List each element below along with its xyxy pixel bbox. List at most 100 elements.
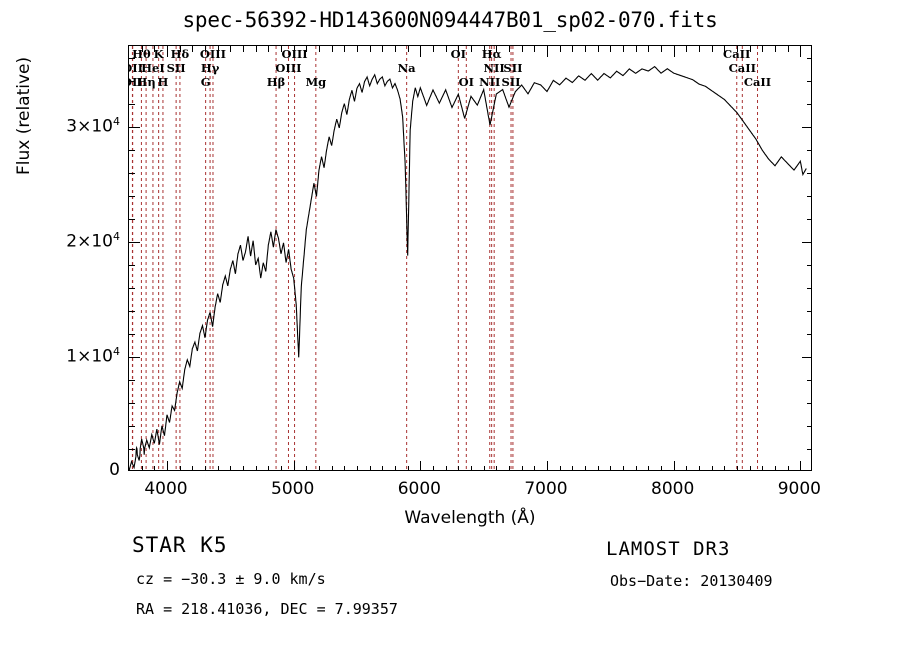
x-minor-tick: [344, 466, 346, 470]
spectrum-trace: [129, 65, 807, 470]
x-minor-tick: [775, 466, 776, 470]
x-minor-tick: [572, 466, 574, 470]
line-id-label: G: [200, 75, 211, 89]
y-minor-tick: [129, 425, 135, 427]
x-minor-tick-top: [217, 46, 219, 52]
plot-canvas: [129, 46, 811, 470]
line-id-label: CaII: [728, 61, 756, 75]
x-minor-tick-top: [509, 46, 510, 52]
y-minor-tick: [129, 57, 135, 59]
line-id-label: Mg: [305, 75, 327, 89]
line-id-label: Hη: [136, 75, 156, 89]
x-minor-tick: [737, 466, 738, 470]
x-minor-tick: [268, 466, 270, 470]
y-minor-tick: [129, 379, 135, 381]
y-minor-tick-right: [807, 149, 811, 151]
x-minor-tick: [205, 466, 206, 470]
y-minor-tick: [129, 264, 135, 266]
x-minor-tick: [610, 466, 612, 470]
y-minor-tick-right: [807, 172, 811, 174]
y-major-tick: [129, 356, 140, 358]
x-axis-title: Wavelength (Å): [404, 508, 536, 528]
y-minor-tick: [129, 402, 135, 404]
y-tick-label: 3×104: [66, 115, 120, 137]
y-major-tick-right: [802, 241, 811, 243]
x-minor-tick-top: [179, 46, 181, 52]
line-id-label: CaII: [743, 75, 772, 89]
x-minor-tick-top: [255, 46, 257, 52]
y-minor-tick: [129, 149, 135, 151]
x-minor-tick: [787, 466, 789, 470]
y-tick-label-exponent: 4: [113, 344, 120, 358]
x-minor-tick-top: [268, 46, 270, 52]
x-minor-tick-top: [230, 46, 232, 52]
y-tick-label: 0: [109, 460, 120, 480]
x-minor-tick-top: [686, 46, 688, 52]
y-minor-tick: [129, 103, 135, 105]
x-major-tick-top: [293, 46, 295, 57]
line-id-label: OI: [458, 75, 475, 89]
x-minor-tick-top: [281, 46, 282, 52]
x-minor-tick: [496, 466, 498, 470]
line-id-label: NII: [483, 61, 505, 75]
y-tick-label: 1×104: [66, 345, 120, 367]
x-minor-tick: [243, 466, 244, 470]
x-minor-tick-top: [711, 46, 713, 52]
x-minor-tick: [534, 466, 536, 470]
y-minor-tick-right: [807, 80, 811, 82]
y-tick-label-exponent: 4: [113, 114, 120, 128]
x-minor-tick-top: [395, 46, 396, 52]
x-minor-tick: [192, 466, 194, 470]
x-minor-tick-top: [357, 46, 358, 52]
line-id-label: Hδ: [170, 47, 190, 61]
x-minor-tick: [711, 466, 713, 470]
x-minor-tick: [407, 466, 409, 470]
x-minor-tick: [521, 466, 523, 470]
x-minor-tick: [331, 466, 333, 470]
x-minor-tick-top: [382, 46, 384, 52]
x-minor-tick: [749, 466, 751, 470]
line-id-label: SII: [503, 61, 523, 75]
y-minor-tick: [129, 172, 135, 174]
x-minor-tick: [623, 466, 624, 470]
x-minor-tick-top: [192, 46, 194, 52]
x-minor-tick: [559, 466, 561, 470]
x-minor-tick-top: [483, 46, 485, 52]
x-minor-tick: [319, 466, 320, 470]
x-major-tick: [293, 461, 295, 470]
x-minor-tick: [699, 466, 700, 470]
x-major-tick-top: [800, 46, 802, 57]
x-minor-tick: [357, 466, 358, 470]
x-minor-tick: [382, 466, 384, 470]
x-major-tick-top: [420, 46, 422, 57]
y-minor-tick: [129, 218, 135, 220]
y-minor-tick-right: [807, 287, 811, 289]
y-minor-tick-right: [807, 195, 811, 197]
x-minor-tick-top: [445, 46, 447, 52]
x-major-tick: [547, 461, 548, 470]
spectrum-plot: OIIOIIHθHηHeIKHSIIHδGHγOIIIHβOIIIOIIIMgN…: [128, 45, 812, 471]
x-minor-tick: [509, 466, 510, 470]
x-tick-label: 8000: [651, 479, 695, 499]
line-id-label: OI: [450, 47, 467, 61]
x-major-tick: [800, 461, 802, 470]
x-minor-tick: [686, 466, 688, 470]
x-minor-tick-top: [521, 46, 523, 52]
x-minor-tick-top: [141, 46, 143, 52]
y-minor-tick: [129, 448, 135, 450]
x-tick-label: 5000: [271, 479, 315, 499]
x-minor-tick: [458, 466, 460, 470]
x-minor-tick: [433, 466, 434, 470]
x-minor-tick: [255, 466, 257, 470]
line-id-label: H: [157, 75, 169, 89]
x-minor-tick-top: [585, 46, 586, 52]
line-id-label: SII: [501, 75, 521, 89]
y-minor-tick: [129, 333, 135, 335]
x-minor-tick-top: [205, 46, 206, 52]
x-minor-tick-top: [737, 46, 738, 52]
x-major-tick: [673, 461, 675, 470]
x-minor-tick: [217, 466, 219, 470]
y-major-tick-right: [802, 356, 811, 358]
x-minor-tick-top: [154, 46, 156, 52]
line-id-label: Na: [397, 61, 416, 75]
